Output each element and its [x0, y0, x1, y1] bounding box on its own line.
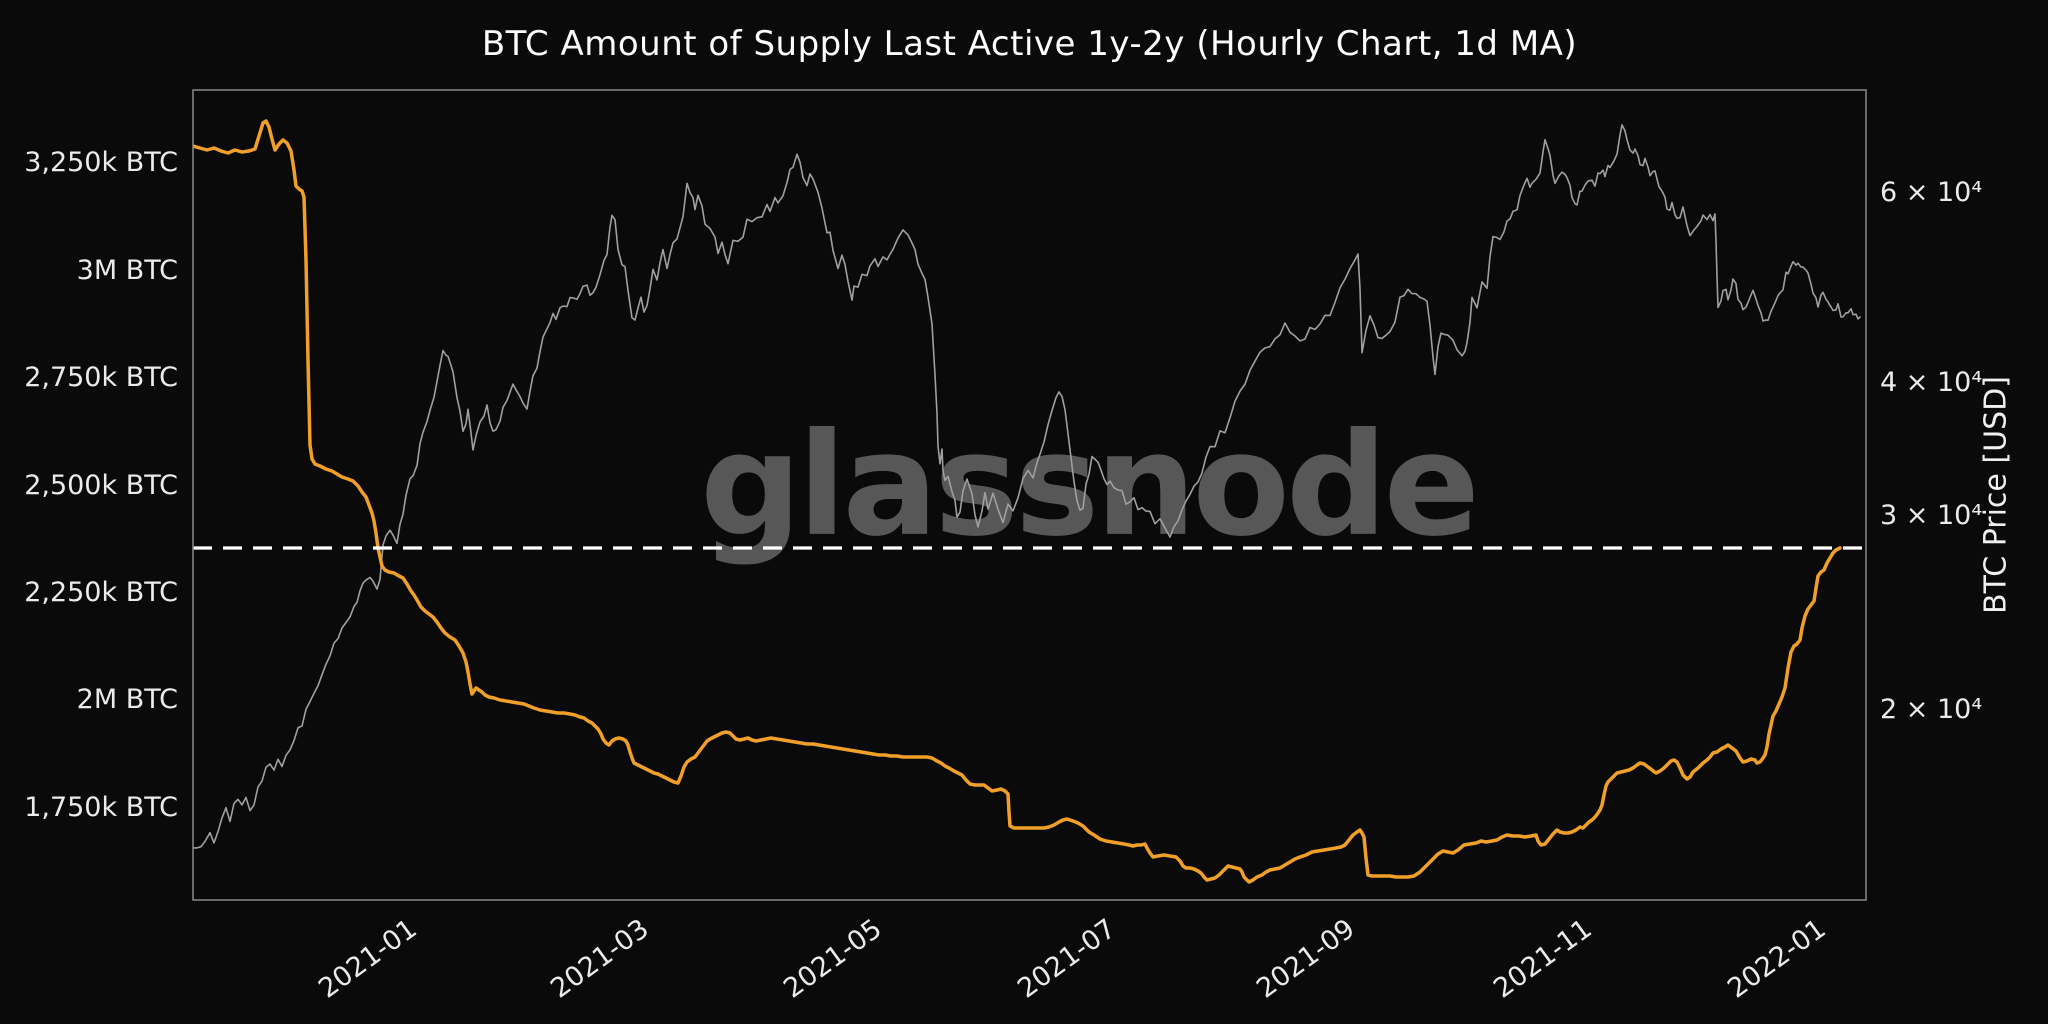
- y-axis-left-tick-label: 3,250k BTC: [24, 147, 178, 178]
- y-axis-right-tick-label: 4 × 10⁴: [1880, 367, 1983, 398]
- plot-frame: [192, 89, 1867, 901]
- y-axis-right-tick-label: 6 × 10⁴: [1880, 177, 1983, 208]
- right-axis-title: BTC Price [USD]: [1978, 376, 2014, 614]
- glassnode-watermark: glassnode: [700, 402, 1480, 568]
- series-line-left: [193, 119, 1842, 884]
- y-axis-right-tick-label: 3 × 10⁴: [1880, 500, 1983, 531]
- y-axis-left-tick-label: 2M BTC: [76, 684, 178, 715]
- series-line-right: [193, 124, 1861, 849]
- chart-title: BTC Amount of Supply Last Active 1y-2y (…: [481, 24, 1578, 64]
- y-axis-left-tick-label: 2,750k BTC: [24, 362, 178, 393]
- y-axis-left-tick-label: 1,750k BTC: [24, 792, 178, 823]
- y-axis-right-tick-label: 2 × 10⁴: [1880, 694, 1983, 725]
- y-axis-left-tick-label: 3M BTC: [76, 255, 178, 286]
- y-axis-left-tick-label: 2,500k BTC: [24, 470, 178, 501]
- y-axis-left-tick-label: 2,250k BTC: [24, 577, 178, 608]
